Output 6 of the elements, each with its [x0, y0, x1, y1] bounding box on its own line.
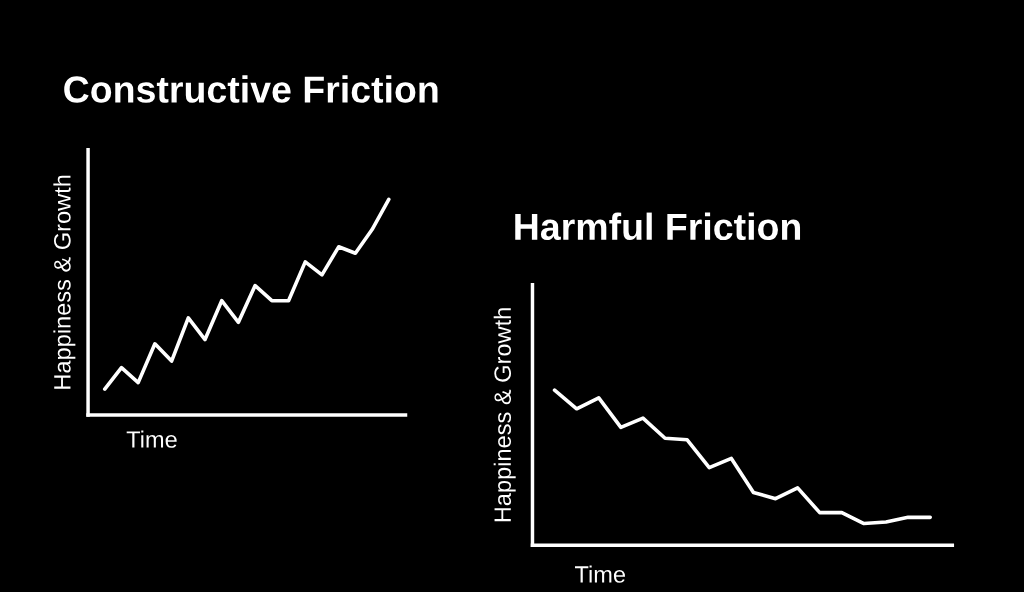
x-axis-title: Time — [126, 430, 177, 448]
y-axis-title: Happiness & Growth — [493, 308, 516, 522]
chart-title: Constructive Friction — [64, 75, 438, 103]
y-axis-title: Happiness & Growth — [53, 175, 76, 389]
chart-title: Harmful Friction — [515, 212, 801, 241]
x-axis-title: Time — [575, 565, 625, 583]
